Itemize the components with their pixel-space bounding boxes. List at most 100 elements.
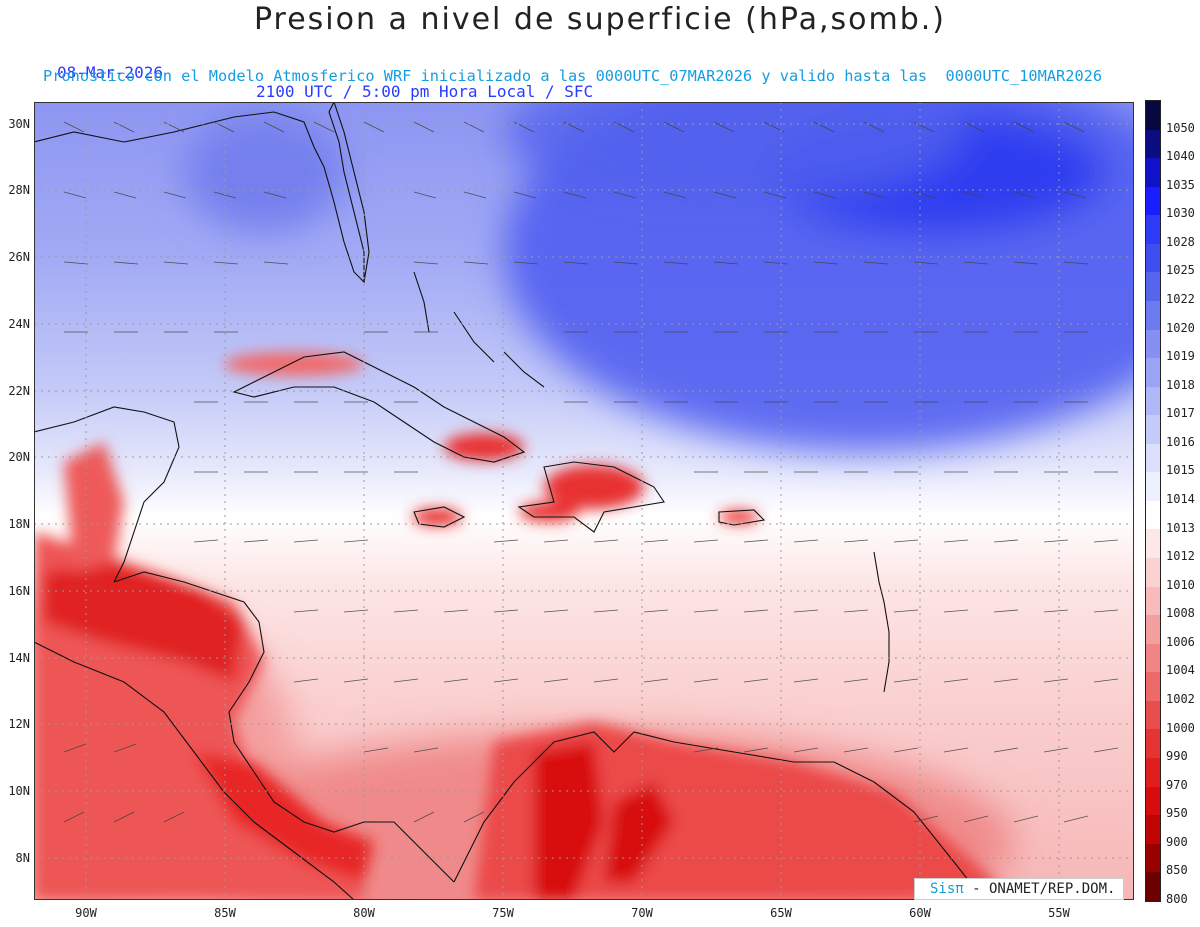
colorbar-level-label: 800 [1166, 892, 1188, 906]
lat-label: 24N [8, 317, 30, 331]
hispaniola [517, 461, 665, 533]
lat-label: 26N [8, 250, 30, 264]
wind-barbs [63, 121, 1119, 823]
colorbar-level-label: 1028 [1166, 234, 1195, 249]
colorbar-swatch [1146, 843, 1160, 873]
colorbar-swatch [1146, 386, 1160, 416]
lon-label: 55W [1048, 906, 1070, 920]
central-america-coast [113, 571, 455, 883]
colorbar-level-label: 990 [1166, 749, 1188, 764]
colorbar-level-label: 1020 [1166, 320, 1195, 335]
south-america-coast [453, 731, 985, 900]
lat-label: 16N [8, 584, 30, 598]
lon-label: 70W [631, 906, 653, 920]
colorbar-swatch [1146, 243, 1160, 273]
colorbar-swatch [1146, 815, 1160, 844]
cuba [232, 351, 526, 463]
colorbar-swatch [1146, 500, 1160, 530]
colorbar-swatch [1146, 215, 1160, 244]
colorbar-level-label: 1008 [1166, 606, 1195, 621]
low-pressure-land [34, 352, 1014, 900]
colorbar-swatch [1146, 443, 1160, 473]
colorbar-level-label: 1019 [1166, 349, 1195, 364]
lat-label: 20N [8, 450, 30, 464]
colorbar-level-label: 1025 [1166, 263, 1195, 278]
colorbar-level-label: 1022 [1166, 292, 1195, 306]
forecast-time: 2100 UTC / 5:00 pm Hora Local / SFC [256, 82, 594, 101]
colorbar-level-label: 1000 [1166, 720, 1195, 735]
lon-label: 60W [909, 906, 931, 920]
colorbar-level-label: 1018 [1166, 377, 1195, 392]
colorbar-swatch [1146, 672, 1160, 701]
yucatan-coast [34, 406, 180, 583]
colorbar-level-label: 950 [1166, 806, 1188, 821]
colorbar-swatch [1146, 729, 1160, 758]
colorbar-swatch [1146, 158, 1160, 187]
colorbar-swatch [1146, 358, 1160, 387]
lon-label: 75W [492, 906, 514, 920]
colorbar-swatch [1146, 757, 1160, 787]
puerto-rico [718, 509, 766, 526]
colorbar-swatch [1146, 586, 1160, 616]
chart-title: Presion a nivel de superficie (hPa,somb.… [253, 2, 947, 37]
lon-label: 85W [214, 906, 236, 920]
colorbar-swatch [1146, 529, 1160, 558]
colorbar-level-label: 1016 [1166, 434, 1195, 449]
colorbar [1145, 100, 1161, 902]
florida-coast [333, 102, 370, 283]
lat-label: 28N [8, 183, 30, 197]
lat-label: 14N [8, 651, 30, 665]
lon-label: 65W [770, 906, 792, 920]
lat-label: 22N [8, 384, 30, 398]
colorbar-swatch [1146, 300, 1160, 330]
forecast-date: 08-Mar-2026 [57, 63, 163, 82]
colorbar-swatch [1146, 101, 1160, 130]
colorbar-swatch [1146, 129, 1160, 159]
lesser-antilles [873, 551, 890, 693]
colorbar-level-label: 1030 [1166, 206, 1195, 221]
pressure-map [34, 102, 1134, 900]
colorbar-level-label: 1002 [1166, 692, 1195, 706]
lat-label: 12N [8, 717, 30, 731]
logo-brand: Sisπ [930, 881, 964, 897]
forecast-timing: 08-Mar-2026 2100 UTC / 5:00 pm Hora Loca… [0, 44, 593, 101]
colorbar-swatch [1146, 643, 1160, 673]
colorbar-swatch [1146, 615, 1160, 644]
colorbar-level-label: 1013 [1166, 520, 1195, 535]
colorbar-level-label: 1004 [1166, 663, 1195, 678]
lat-label: 8N [15, 851, 30, 865]
colorbar-swatch [1146, 472, 1160, 501]
colorbar-level-label: 1050 [1166, 120, 1195, 135]
forecast-model-info: Pronostico con el Modelo Atmosferico WRF… [43, 67, 1103, 85]
logo-agency: - ONAMET/REP.DOM. [963, 881, 1116, 897]
colorbar-swatch [1146, 872, 1160, 901]
colorbar-swatch [1146, 329, 1160, 359]
colorbar-level-label: 970 [1166, 777, 1188, 792]
colorbar-level-label: 900 [1166, 834, 1188, 849]
gulf-coast [34, 102, 365, 284]
colorbar-level-label: 1006 [1166, 634, 1195, 649]
colorbar-swatch [1146, 186, 1160, 216]
colorbar-level-label: 1017 [1166, 406, 1195, 421]
lon-label: 80W [353, 906, 375, 920]
colorbar-level-label: 1015 [1166, 463, 1195, 478]
jamaica [413, 506, 466, 528]
colorbar-swatch [1146, 700, 1160, 730]
coastlines [34, 102, 985, 900]
lat-label: 18N [8, 517, 30, 531]
colorbar-level-label: 850 [1166, 863, 1188, 878]
lat-label: 10N [8, 784, 30, 798]
colorbar-swatch [1146, 272, 1160, 301]
colorbar-swatch [1146, 558, 1160, 587]
colorbar-level-label: 1012 [1166, 549, 1195, 564]
lon-label: 90W [75, 906, 97, 920]
colorbar-level-label: 1014 [1166, 492, 1195, 506]
colorbar-level-label: 1040 [1166, 149, 1195, 164]
credit-logo: Sisπ - ONAMET/REP.DOM. [914, 878, 1124, 900]
colorbar-level-label: 1035 [1166, 177, 1195, 192]
graticule [34, 102, 1134, 900]
colorbar-swatch [1146, 786, 1160, 816]
bahamas [413, 271, 545, 388]
lat-label: 30N [8, 117, 30, 131]
colorbar-level-label: 1010 [1166, 577, 1195, 592]
